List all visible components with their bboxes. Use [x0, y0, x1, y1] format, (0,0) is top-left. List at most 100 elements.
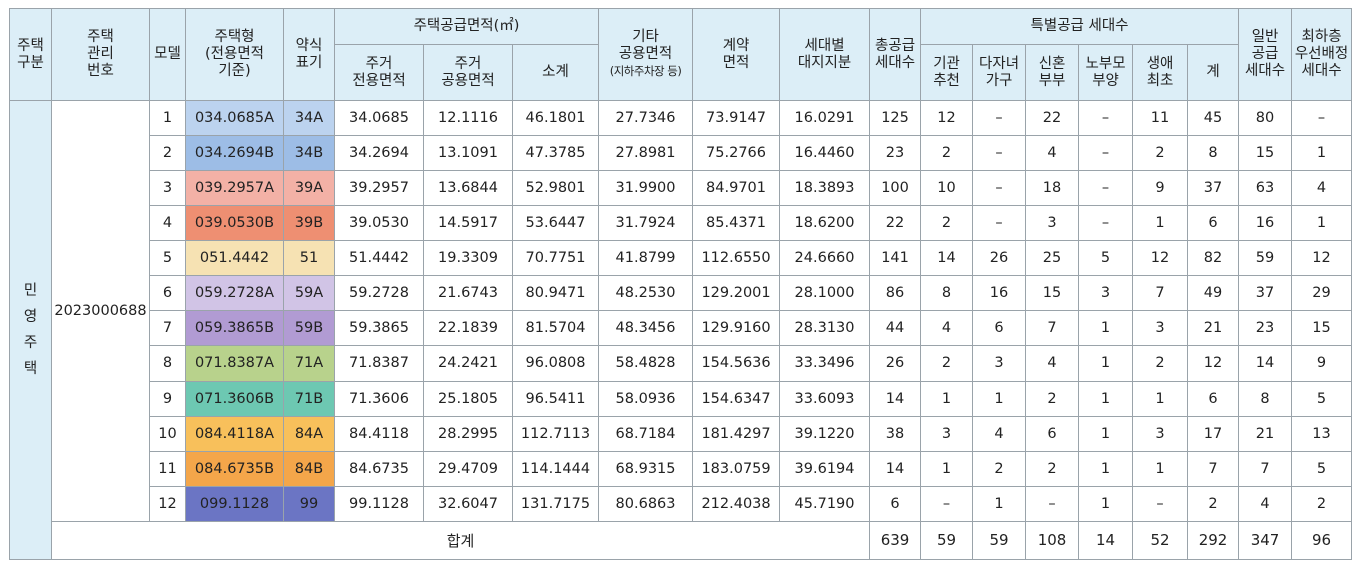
institution-cell: 8	[920, 275, 974, 312]
model-cell: 3	[149, 170, 186, 207]
group-label-char: 영	[23, 309, 38, 325]
model-cell: 4	[149, 205, 186, 242]
residential-exclusive-cell: 84.4118	[334, 415, 424, 452]
header-general-supply: 일반 공급 세대수	[1238, 8, 1293, 101]
first-time-cell: 11	[1132, 99, 1189, 137]
house-type-cell: 084.4118A	[185, 415, 284, 452]
subtotal-cell: 47.3785	[511, 135, 600, 172]
residential-common-cell: 12.1116	[423, 99, 513, 137]
house-type-cell: 084.6735B	[185, 450, 284, 487]
header-land-share: 세대별 대지지분	[779, 8, 871, 101]
total-supply-cell: 125	[869, 99, 922, 137]
residential-exclusive-cell: 84.6735	[334, 450, 424, 487]
special-total-cell: 2	[1187, 485, 1240, 522]
contract-area-cell: 212.4038	[692, 485, 781, 522]
multichild-cell: 1	[972, 380, 1027, 417]
mgmt-number-cell: 2023000688	[51, 100, 150, 522]
total-supply-cell: 44	[869, 310, 922, 347]
first-time-cell: 2	[1132, 135, 1189, 172]
general-supply-cell: 16	[1238, 205, 1293, 242]
land-share-cell: 18.6200	[779, 205, 871, 242]
total-supply-cell: 26	[869, 345, 922, 382]
residential-common-cell: 19.3309	[423, 240, 513, 277]
elderly-cell: 1	[1078, 310, 1134, 347]
land-share-cell: 24.6660	[779, 240, 871, 277]
group-label-char: 민	[23, 283, 38, 299]
land-share-cell: 45.7190	[779, 485, 871, 522]
land-share-cell: 28.3130	[779, 310, 871, 347]
header-other-common-note: (지하주차장 등)	[609, 64, 682, 78]
elderly-cell: 1	[1078, 345, 1134, 382]
header-special-total: 계	[1187, 44, 1240, 101]
elderly-cell: 1	[1078, 485, 1134, 522]
residential-common-cell: 24.2421	[423, 345, 513, 382]
residential-common-cell: 29.4709	[423, 450, 513, 487]
special-total-cell: 21	[1187, 310, 1240, 347]
totals-gen-cell: 347	[1238, 520, 1293, 561]
table-row: 5 051.4442 51 51.4442 19.3309 70.7751 41.8799 1…	[10, 240, 1353, 277]
special-total-cell: 6	[1187, 380, 1240, 417]
housing-supply-table: 주택 구분 주택 관리 번호 모델 주택형 (전용면적 기준) 약식 표기 주택공급면적(㎡…	[9, 8, 1353, 561]
residential-common-cell: 25.1805	[423, 380, 513, 417]
total-supply-cell: 14	[869, 450, 922, 487]
general-supply-cell: 4	[1238, 485, 1293, 522]
subtotal-cell: 46.1801	[511, 99, 600, 137]
multichild-cell: –	[972, 205, 1027, 242]
newlywed-cell: 15	[1025, 275, 1080, 312]
multichild-cell: 4	[972, 415, 1027, 452]
general-supply-cell: 80	[1238, 99, 1293, 137]
abbr-cell: 84B	[283, 450, 335, 487]
subtotal-cell: 114.1444	[511, 450, 600, 487]
total-supply-cell: 141	[869, 240, 922, 277]
other-common-cell: 31.9900	[598, 170, 694, 207]
other-common-cell: 48.2530	[598, 275, 694, 312]
general-supply-cell: 7	[1238, 450, 1293, 487]
residential-exclusive-cell: 34.2694	[334, 135, 424, 172]
header-elderly: 노부모 부양	[1078, 44, 1134, 101]
elderly-cell: –	[1078, 135, 1134, 172]
total-supply-cell: 38	[869, 415, 922, 452]
land-share-cell: 16.4460	[779, 135, 871, 172]
residential-exclusive-cell: 34.0685	[334, 99, 424, 137]
header-mgmt-no: 주택 관리 번호	[51, 8, 150, 101]
table-row: 7 059.3865B 59B 59.3865 22.1839 81.5704 48.345…	[10, 310, 1353, 347]
contract-area-cell: 154.6347	[692, 380, 781, 417]
totals-multi-cell: 59	[972, 520, 1027, 561]
subtotal-cell: 70.7751	[511, 240, 600, 277]
lowest-floor-cell: 4	[1291, 170, 1353, 207]
other-common-cell: 27.8981	[598, 135, 694, 172]
general-supply-cell: 14	[1238, 345, 1293, 382]
abbr-cell: 34B	[283, 135, 335, 172]
lowest-floor-cell: 2	[1291, 485, 1353, 522]
contract-area-cell: 129.9160	[692, 310, 781, 347]
totals-elder-cell: 14	[1078, 520, 1134, 561]
table-row: 민 영 주 택 2023000688 1 034.0685A 34A 34.0685 12.111…	[9, 99, 1353, 560]
newlywed-cell: 22	[1025, 99, 1080, 137]
contract-area-cell: 73.9147	[692, 99, 781, 137]
land-share-cell: 33.6093	[779, 380, 871, 417]
residential-exclusive-cell: 59.3865	[334, 310, 424, 347]
house-type-cell: 039.2957A	[185, 170, 284, 207]
abbr-cell: 59B	[283, 310, 335, 347]
subtotal-cell: 81.5704	[511, 310, 600, 347]
newlywed-cell: 2	[1025, 380, 1080, 417]
model-cell: 11	[149, 450, 186, 487]
header-multichild: 다자녀 가구	[972, 44, 1027, 101]
first-time-cell: 7	[1132, 275, 1189, 312]
contract-area-cell: 154.5636	[692, 345, 781, 382]
total-supply-cell: 86	[869, 275, 922, 312]
institution-cell: 10	[920, 170, 974, 207]
land-share-cell: 33.3496	[779, 345, 871, 382]
header-special-supply: 특별공급 세대수	[920, 8, 1240, 45]
header-subtotal: 소계	[511, 44, 600, 101]
abbr-cell: 71B	[283, 380, 335, 417]
institution-cell: 1	[920, 450, 974, 487]
totals-inst-cell: 59	[920, 520, 974, 561]
special-total-cell: 45	[1187, 99, 1240, 137]
house-type-cell: 039.0530B	[185, 205, 284, 242]
model-cell: 9	[149, 380, 186, 417]
totals-total-cell: 639	[869, 520, 922, 561]
house-type-cell: 034.2694B	[185, 135, 284, 172]
header-house-type: 주택형 (전용면적 기준)	[185, 8, 284, 101]
header-model: 모델	[149, 8, 186, 101]
